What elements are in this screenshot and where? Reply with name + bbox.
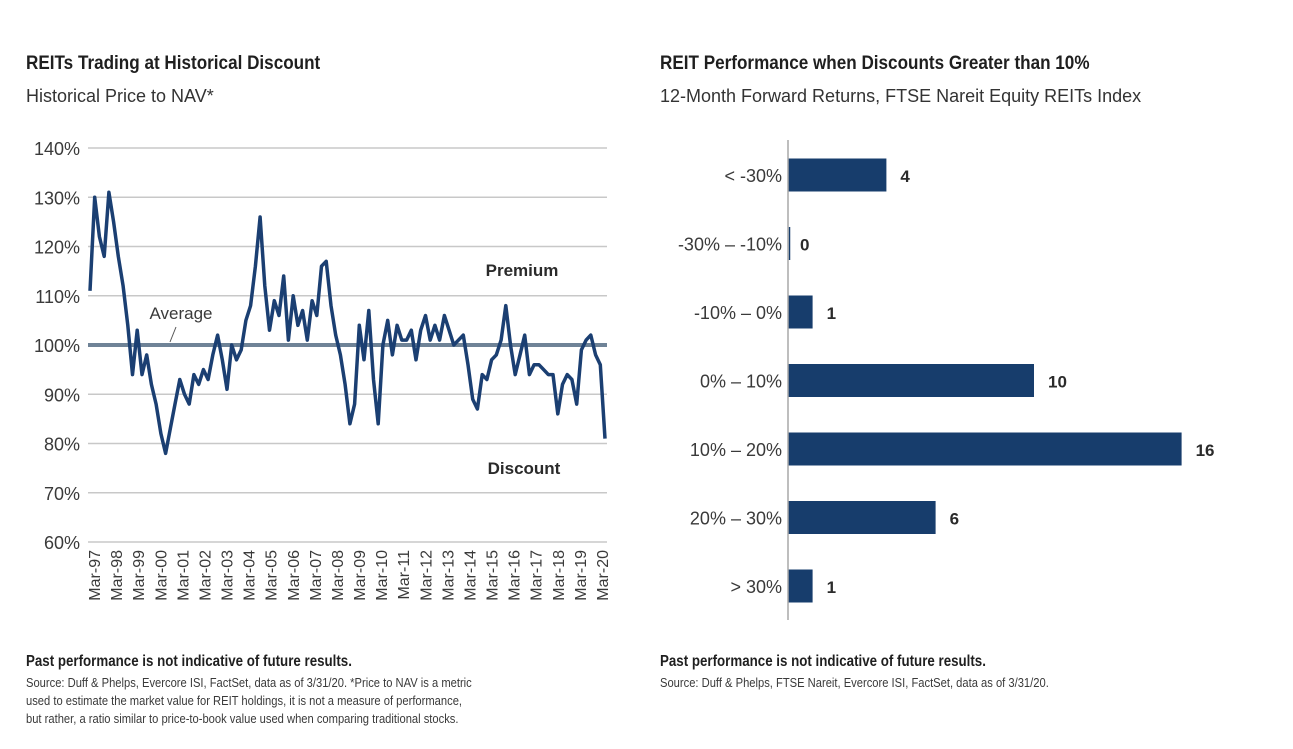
x-tick-labels: Mar-97 Mar-98 Mar-99 Mar-00 Mar-01 Mar-02 Mar-…	[87, 550, 612, 601]
data-labels: 4 0 1 10 16 6 1	[800, 167, 1215, 597]
bar	[788, 569, 813, 603]
x-tick-label: Mar-03	[220, 550, 237, 601]
y-tick-labels: 60% 70% 80% 90% 100% 110% 120% 130% 140%	[34, 139, 80, 553]
data-label: 0	[800, 236, 809, 255]
x-tick-label: Mar-99	[131, 550, 148, 601]
right-source-note: Source: Duff & Phelps, FTSE Nareit, Ever…	[660, 674, 1049, 692]
x-tick-label: Mar-11	[396, 550, 413, 600]
x-tick-label: Mar-09	[352, 550, 369, 601]
right-source-line: Source: Duff & Phelps, FTSE Nareit, Ever…	[660, 675, 1049, 690]
left-source-line: used to estimate the market value for RE…	[26, 693, 463, 708]
x-tick-label: Mar-20	[595, 550, 612, 601]
data-label: 6	[950, 510, 959, 529]
left-source-note: Source: Duff & Phelps, Evercore ISI, Fac…	[26, 674, 472, 728]
right-chart-title: REIT Performance when Discounts Greater …	[660, 53, 1090, 74]
x-tick-label: Mar-16	[507, 550, 524, 601]
y-tick-label: 100%	[34, 336, 80, 356]
price-to-nav-series-line	[88, 190, 607, 456]
bar	[788, 432, 1182, 466]
category-label: < -30%	[724, 166, 782, 186]
y-tick-label: 140%	[34, 139, 80, 159]
x-tick-label: Mar-18	[551, 550, 568, 601]
y-tick-label: 110%	[35, 287, 80, 307]
left-source-line: but rather, a ratio similar to price-to-…	[26, 711, 459, 726]
left-performance-disclaimer: Past performance is not indicative of fu…	[26, 653, 352, 670]
category-label: 0% – 10%	[700, 372, 782, 392]
x-tick-label: Mar-97	[87, 550, 104, 601]
left-chart-subtitle: Historical Price to NAV*	[26, 86, 214, 106]
right-chart-subtitle: 12-Month Forward Returns, FTSE Nareit Eq…	[660, 86, 1142, 106]
average-annotation: Average	[149, 304, 212, 323]
x-tick-label: Mar-15	[485, 550, 502, 601]
x-tick-label: Mar-02	[197, 550, 214, 601]
bar	[788, 295, 813, 329]
x-tick-label: Mar-04	[242, 550, 259, 601]
discount-annotation: Discount	[488, 459, 561, 478]
x-tick-label: Mar-14	[462, 550, 479, 601]
x-tick-label: Mar-07	[308, 550, 325, 601]
x-tick-label: Mar-98	[109, 550, 126, 601]
category-label: 10% – 20%	[690, 440, 782, 460]
data-label: 1	[827, 578, 836, 597]
right-performance-disclaimer: Past performance is not indicative of fu…	[660, 653, 986, 670]
y-tick-label: 60%	[44, 533, 80, 553]
x-tick-label: Mar-12	[418, 550, 435, 601]
data-label: 1	[827, 304, 836, 323]
x-tick-label: Mar-13	[440, 550, 457, 601]
x-tick-label: Mar-06	[286, 550, 303, 601]
x-tick-label: Mar-00	[153, 550, 170, 601]
x-tick-label: Mar-19	[573, 550, 590, 601]
average-annotation-leader	[169, 326, 177, 343]
data-label: 10	[1048, 373, 1067, 392]
x-tick-label: Mar-10	[374, 550, 391, 601]
left-source-line: Source: Duff & Phelps, Evercore ISI, Fac…	[26, 675, 472, 690]
category-label: > 30%	[730, 577, 782, 597]
bar	[788, 158, 887, 192]
bar	[788, 501, 936, 534]
category-label: -30% – -10%	[678, 235, 782, 255]
y-tick-label: 80%	[44, 435, 80, 455]
data-label: 16	[1196, 441, 1215, 460]
left-chart-title: REITs Trading at Historical Discount	[26, 53, 321, 74]
data-label: 4	[900, 167, 910, 186]
x-tick-label: Mar-05	[264, 550, 281, 601]
category-label: -10% – 0%	[694, 303, 782, 323]
y-tick-label: 90%	[44, 385, 80, 405]
x-tick-label: Mar-08	[330, 550, 347, 601]
y-tick-label: 120%	[34, 238, 80, 258]
premium-annotation: Premium	[486, 261, 559, 280]
bar	[788, 364, 1034, 397]
price-to-nav-line-chart: 60%70%80%90%100%110%120%130%140% Mar-97 M…	[34, 139, 612, 601]
bars	[788, 158, 1182, 603]
forward-returns-bar-chart: < -30% -30% – -10% -10% – 0% 0% – 10% 10% – …	[678, 140, 1215, 620]
x-tick-label: Mar-17	[529, 550, 546, 601]
y-tick-label: 70%	[44, 484, 80, 504]
category-labels: < -30% -30% – -10% -10% – 0% 0% – 10% 10% – …	[678, 166, 782, 597]
x-tick-label: Mar-01	[175, 550, 192, 601]
y-tick-label: 130%	[34, 188, 80, 208]
category-label: 20% – 30%	[690, 509, 782, 529]
